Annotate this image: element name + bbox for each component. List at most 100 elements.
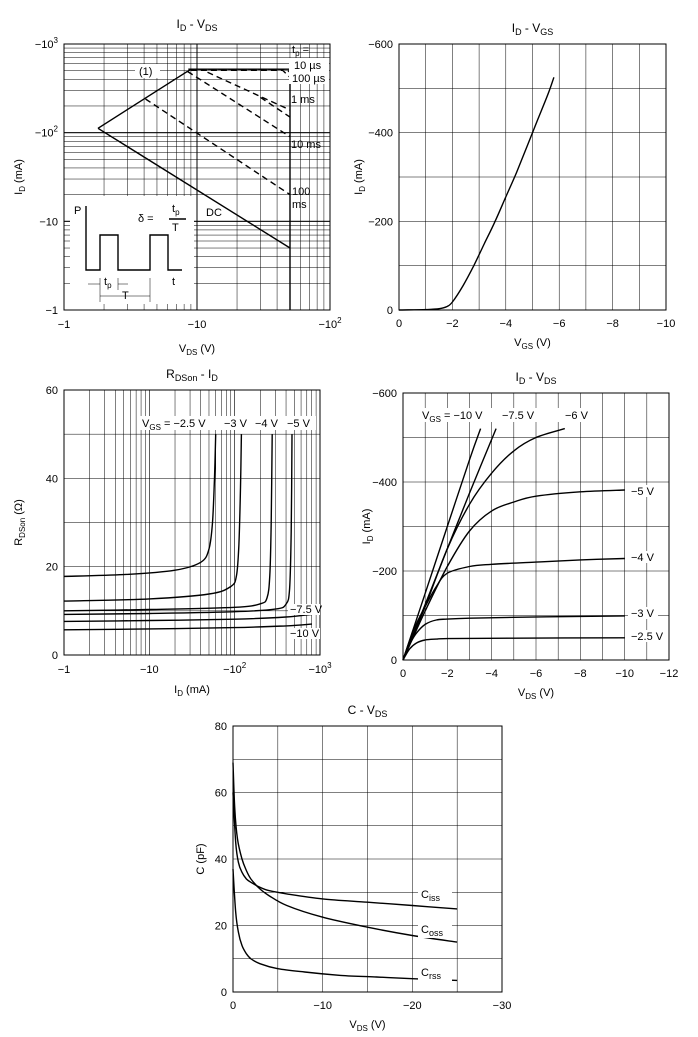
chart-title: ID - VDS [515,370,556,386]
x-axis-label: ID (mA) [174,684,210,698]
y-tick-label: 0 [387,305,393,317]
series-1ms [145,98,291,196]
y-tick-label: −200 [368,216,393,228]
chart-id-vgs: 0 −2 −4 −6 −8 −10 0 −200 −400 −600 ID - VGS VGS (V)… [353,21,675,351]
label-series-4: −7.5 V [290,604,323,616]
y-tick-label: −10 [39,216,58,228]
chart-title: C - VDS [348,703,388,719]
label-bg [418,965,452,981]
label-series-2: −4 V [255,418,279,430]
y-tick-label: 60 [46,385,58,397]
pulse-waveform [85,206,182,271]
inset-T-den: T [172,222,179,234]
label-series-3: −5 V [631,486,655,498]
plot-frame [63,43,331,311]
inset-delta: δ = [138,213,154,225]
series-vgs-1 [63,434,243,602]
x-tick-label: 0 [400,668,406,680]
label-bg [628,485,658,497]
annotation-t100ms_a: 100 [292,186,310,198]
chart-title: ID - VGS [512,21,554,37]
x-tick-label: −10 [313,1000,332,1012]
y-tick-label: 0 [391,655,397,667]
label-series-1: −3 V [224,418,248,430]
y-axis-label: RDSon (Ω) [13,499,27,546]
x-tick-label: −103 [308,661,332,676]
y-tick-label: −200 [372,566,397,578]
label-oss: Coss [421,924,443,938]
y-tick-label: 0 [52,650,58,662]
series-100ms [260,96,291,118]
plot-frame [402,392,670,661]
x-tick-label: −30 [493,1000,512,1012]
series-vgs-4 [63,613,312,623]
label-bg [289,58,329,84]
annotation-t10ms: 10 ms [291,139,321,151]
series-iss [232,792,458,910]
label-bg [628,551,658,563]
series-vgs-3 [63,434,293,616]
series-vgs-4 [402,557,625,661]
annotation-dc: DC [206,207,222,219]
label-bg [628,630,658,642]
chart-capacitance: 0 −10 −20 −30 0 20 40 60 80 C - VDS VDS (V) C (pF) C… [195,703,511,1033]
x-tick-label: −2 [446,318,459,330]
x-tick-label: −10 [615,668,634,680]
series-vgs-0 [63,434,217,578]
label-bg [135,64,160,78]
series-vgs-6 [402,637,625,661]
inset-p: P [74,205,81,217]
annotation-note-1: (1) [139,66,152,78]
y-tick-label: 20 [215,921,227,933]
annotation-t10us: 10 µs [294,60,322,72]
soa-limit-line [97,68,290,129]
x-tick-label: −10 [188,319,207,331]
label-vgs-prefix: VGS = −2.5 V [142,418,206,432]
annotation-t100ms_b: ms [292,199,307,211]
annotation-t100us: 100 µs [292,73,326,85]
x-axis-label: VDS (V) [518,687,554,701]
annotation-t1ms: 1 ms [291,94,315,106]
label-series-2: −6 V [565,410,589,422]
label-bg [418,887,452,903]
inset-bg [70,196,194,304]
series-rss [232,868,458,982]
series-dc [97,127,291,249]
chart-title: ID - VDS [176,17,217,33]
y-tick-label: 40 [46,473,58,485]
y-tick-label: 80 [215,721,227,733]
label-series-6: −2.5 V [631,631,664,643]
inset-arrows [88,283,150,297]
series-vgs-5 [63,623,312,631]
series-100ms-a [207,71,291,111]
label-series-1: −7.5 V [502,410,535,422]
series-id [398,77,555,311]
x-tick-label: −6 [530,668,543,680]
label-series-4: −4 V [631,552,655,564]
y-tick-label: 0 [221,987,227,999]
y-tick-label: −103 [35,36,59,51]
x-tick-label: −102 [318,316,342,331]
x-axis-label: VGS (V) [514,337,551,351]
inset-t: t [172,276,175,288]
plot-frame [398,43,667,311]
plot-frame [63,389,321,656]
y-tick-label: 20 [46,562,58,574]
y-tick-label: −600 [368,39,393,51]
y-tick-label: −400 [368,128,393,140]
series-10ms [187,70,291,138]
x-tick-label: 0 [230,1000,236,1012]
series-vgs-3 [402,489,625,661]
x-tick-label: −4 [485,668,498,680]
x-tick-label: 0 [396,318,402,330]
x-tick-label: −10 [140,664,159,676]
y-tick-label: 40 [215,854,227,866]
y-axis-label: ID (mA) [13,159,27,195]
label-bg [418,922,452,938]
y-tick-label: −400 [372,477,397,489]
chart-rdson-id: −1 −10 −102 −103 0 20 40 60 RDSon - ID ID (mA) RDS… [13,367,332,698]
chart-id-vds-output: 0 −2 −4 −6 −8 −10 −12 0 −200 −400 −600 ID - VDS VDS … [361,370,678,701]
inset-T: T [122,290,129,302]
label-rss: Crss [421,967,441,981]
